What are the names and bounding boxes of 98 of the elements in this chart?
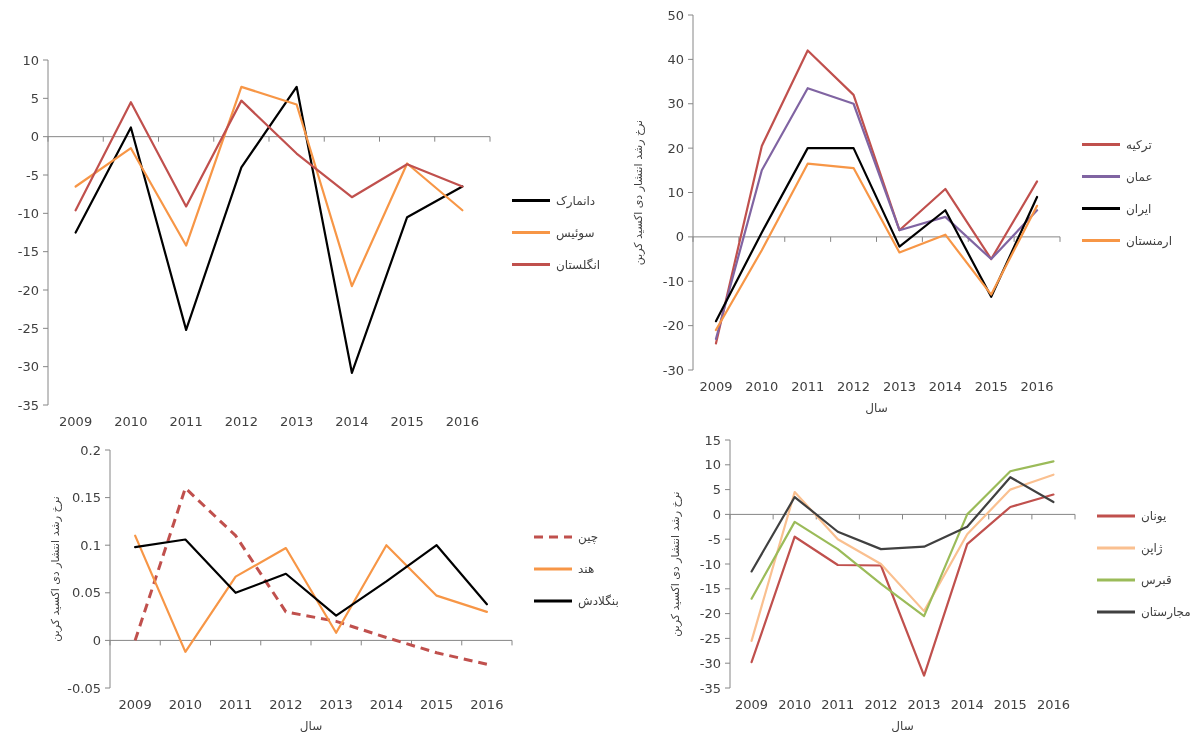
legend-label: ژاپن <box>1141 541 1163 556</box>
x-tick-label: 2013 <box>882 378 916 394</box>
x-tick-label: 2015 <box>993 696 1027 712</box>
x-tick-label: 2009 <box>118 696 152 712</box>
x-tick-label: 2010 <box>114 413 148 429</box>
legend-label: مجارستان <box>1141 605 1191 620</box>
y-tick-label: 5 <box>712 482 721 498</box>
y-tick-label: 50 <box>667 7 684 23</box>
line-series <box>133 486 489 666</box>
y-tick-label: -10 <box>662 273 684 289</box>
y-tick-label: -30 <box>662 362 684 378</box>
x-tick-label: 2014 <box>928 378 962 394</box>
x-tick-label: 2015 <box>390 413 424 429</box>
legend-label: یونان <box>1141 509 1167 524</box>
y-tick-label: -35 <box>699 680 721 696</box>
legend-label: ترکیه <box>1126 137 1152 153</box>
y-tick-label: 40 <box>667 51 684 67</box>
x-tick-label: 2013 <box>319 696 353 712</box>
y-axis-title: نرخ رشد انتشار دی اکسید کربن <box>668 491 682 637</box>
x-tick-label: 2015 <box>974 378 1008 394</box>
y-tick-label: -15 <box>699 581 721 597</box>
line-series <box>74 85 464 288</box>
x-tick-label: 2016 <box>1020 378 1054 394</box>
line-series <box>134 538 488 617</box>
y-tick-label: -10 <box>17 205 39 221</box>
x-tick-label: 2013 <box>907 696 941 712</box>
line-series <box>750 476 1055 573</box>
y-tick-label: 20 <box>667 140 684 156</box>
legend-label: بنگلادش <box>578 594 619 609</box>
legend-label: عمان <box>1126 169 1153 184</box>
x-tick-label: 2011 <box>821 696 855 712</box>
x-tick-label: 2012 <box>269 696 303 712</box>
legend-label: انگلستان <box>556 257 601 272</box>
legend-label: سوئیس <box>556 225 595 241</box>
x-axis-title: سال <box>299 719 323 733</box>
line-series <box>750 493 1055 677</box>
y-tick-label: 0.05 <box>72 585 101 601</box>
y-axis-title: نرخ رشد انتشار دی اکسید کربن <box>631 119 645 266</box>
x-tick-label: 2014 <box>335 413 369 429</box>
line-series <box>74 85 464 374</box>
y-tick-label: -20 <box>17 282 39 298</box>
x-axis-title: سال <box>865 401 888 415</box>
x-tick-label: 2014 <box>950 696 984 712</box>
y-tick-label: -30 <box>699 655 721 671</box>
x-tick-label: 2016 <box>445 413 479 429</box>
x-tick-label: 2016 <box>1036 696 1070 712</box>
y-tick-label: 0.1 <box>80 537 101 553</box>
line-series <box>750 473 1055 642</box>
x-tick-label: 2011 <box>219 696 253 712</box>
x-tick-label: 2014 <box>369 696 403 712</box>
y-tick-label: -25 <box>17 320 39 336</box>
y-tick-label: -20 <box>662 318 684 334</box>
x-tick-label: 2011 <box>791 378 825 394</box>
legend-label: قبرس <box>1141 573 1172 588</box>
x-tick-label: 2009 <box>699 378 733 394</box>
x-tick-label: 2016 <box>470 696 504 712</box>
x-tick-label: 2012 <box>224 413 258 429</box>
y-tick-label: 0.2 <box>80 442 101 458</box>
x-axis-title: سال <box>891 719 914 733</box>
x-tick-label: 2010 <box>745 378 779 394</box>
y-tick-label: -5 <box>26 167 39 183</box>
y-tick-label: -10 <box>699 556 721 572</box>
line-series <box>74 99 464 212</box>
x-tick-label: 2010 <box>778 696 812 712</box>
y-tick-label: 0 <box>92 632 101 648</box>
x-tick-label: 2012 <box>864 696 898 712</box>
legend-label: چین <box>578 530 599 545</box>
line-series <box>750 460 1055 618</box>
y-tick-label: 30 <box>667 96 684 112</box>
y-tick-label: 0 <box>675 229 684 245</box>
x-tick-label: 2012 <box>837 378 871 394</box>
legend-label: هند <box>578 562 595 576</box>
x-tick-label: 2010 <box>168 696 202 712</box>
y-tick-label: 0 <box>30 129 39 145</box>
y-axis-title: نرخ رشد انتشار دی اکسید کربن <box>48 496 62 642</box>
y-tick-label: -20 <box>699 606 721 622</box>
y-tick-label: -25 <box>699 630 721 646</box>
y-tick-label: 0.15 <box>72 490 101 506</box>
y-tick-label: -0.05 <box>67 680 101 696</box>
x-tick-label: 2013 <box>280 413 314 429</box>
y-tick-label: 10 <box>704 457 721 473</box>
legend-label: ارمنستان <box>1126 233 1172 249</box>
legend-label: دانمارک <box>556 193 596 209</box>
x-tick-label: 2015 <box>420 696 454 712</box>
y-tick-label: -5 <box>708 531 721 547</box>
y-tick-label: 5 <box>30 90 39 106</box>
y-tick-label: 0 <box>712 506 721 522</box>
legend-label: ایران <box>1126 201 1152 217</box>
x-tick-label: 2009 <box>59 413 93 429</box>
y-tick-label: 15 <box>704 432 721 448</box>
x-tick-label: 2011 <box>169 413 203 429</box>
y-tick-label: 10 <box>22 52 39 68</box>
line-series <box>134 534 488 653</box>
y-tick-label: 10 <box>667 185 684 200</box>
x-tick-label: 2009 <box>735 696 769 712</box>
y-tick-label: -30 <box>17 359 39 375</box>
y-tick-label: -35 <box>17 397 39 413</box>
y-tick-label: -15 <box>17 244 39 260</box>
